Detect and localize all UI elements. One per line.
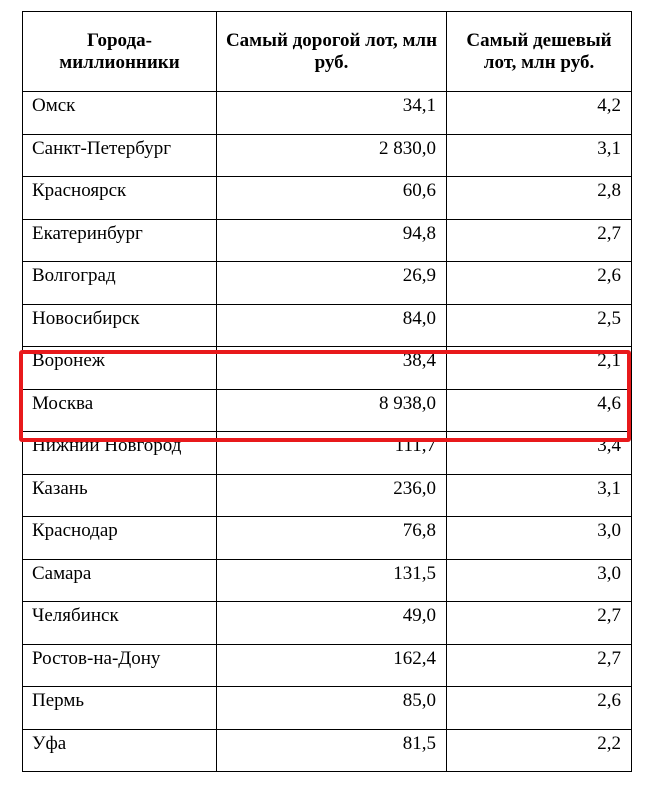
table-row: Нижний Новгород 111,7 3,4 bbox=[22, 431, 632, 475]
city-cell: Екатеринбург bbox=[22, 218, 217, 262]
table-row: Красноярск 60,6 2,8 bbox=[22, 176, 632, 220]
city-cell: Пермь bbox=[22, 686, 217, 730]
min-lot-cell: 2,1 bbox=[446, 346, 632, 390]
table-row: Уфа 81,5 2,2 bbox=[22, 728, 632, 772]
table-row: Москва 8 938,0 4,6 bbox=[22, 388, 632, 432]
max-lot-cell: 94,8 bbox=[216, 218, 447, 262]
table-row: Екатеринбург 94,8 2,7 bbox=[22, 218, 632, 262]
max-lot-cell: 85,0 bbox=[216, 686, 447, 730]
table-row: Казань 236,0 3,1 bbox=[22, 473, 632, 517]
table-row: Самара 131,5 3,0 bbox=[22, 558, 632, 602]
city-cell: Нижний Новгород bbox=[22, 431, 217, 475]
city-cell: Ростов-на-Дону bbox=[22, 643, 217, 687]
min-lot-cell: 2,7 bbox=[446, 218, 632, 262]
city-cell: Казань bbox=[22, 473, 217, 517]
max-lot-cell: 34,1 bbox=[216, 91, 447, 135]
lots-table: Города-миллионники Самый дорогой лот, мл… bbox=[22, 11, 632, 772]
max-lot-cell: 236,0 bbox=[216, 473, 447, 517]
table-row: Пермь 85,0 2,6 bbox=[22, 686, 632, 730]
header-max-lot: Самый дорогой лот, млн руб. bbox=[216, 11, 447, 92]
max-lot-cell: 81,5 bbox=[216, 728, 447, 772]
city-cell: Воронеж bbox=[22, 346, 217, 390]
min-lot-cell: 3,1 bbox=[446, 473, 632, 517]
min-lot-cell: 3,0 bbox=[446, 558, 632, 602]
min-lot-cell: 2,7 bbox=[446, 601, 632, 645]
table-row: Ростов-на-Дону 162,4 2,7 bbox=[22, 643, 632, 687]
city-cell: Уфа bbox=[22, 728, 217, 772]
table-row: Омск 34,1 4,2 bbox=[22, 91, 632, 135]
table-row: Челябинск 49,0 2,7 bbox=[22, 601, 632, 645]
min-lot-cell: 3,4 bbox=[446, 431, 632, 475]
min-lot-cell: 2,6 bbox=[446, 686, 632, 730]
min-lot-cell: 2,6 bbox=[446, 261, 632, 305]
city-cell: Красноярск bbox=[22, 176, 217, 220]
min-lot-cell: 2,7 bbox=[446, 643, 632, 687]
max-lot-cell: 8 938,0 bbox=[216, 388, 447, 432]
city-cell: Омск bbox=[22, 91, 217, 135]
city-cell: Краснодар bbox=[22, 516, 217, 560]
max-lot-cell: 84,0 bbox=[216, 303, 447, 347]
max-lot-cell: 26,9 bbox=[216, 261, 447, 305]
city-cell: Челябинск bbox=[22, 601, 217, 645]
min-lot-cell: 2,2 bbox=[446, 728, 632, 772]
header-min-lot: Самый дешевый лот, млн руб. bbox=[446, 11, 632, 92]
max-lot-cell: 49,0 bbox=[216, 601, 447, 645]
table-row: Воронеж 38,4 2,1 bbox=[22, 346, 632, 390]
min-lot-cell: 2,8 bbox=[446, 176, 632, 220]
min-lot-cell: 4,2 bbox=[446, 91, 632, 135]
min-lot-cell: 3,0 bbox=[446, 516, 632, 560]
max-lot-cell: 131,5 bbox=[216, 558, 447, 602]
max-lot-cell: 162,4 bbox=[216, 643, 447, 687]
city-cell: Волгоград bbox=[22, 261, 217, 305]
max-lot-cell: 60,6 bbox=[216, 176, 447, 220]
max-lot-cell: 76,8 bbox=[216, 516, 447, 560]
city-cell: Самара bbox=[22, 558, 217, 602]
min-lot-cell: 2,5 bbox=[446, 303, 632, 347]
header-row: Города-миллионники Самый дорогой лот, мл… bbox=[22, 11, 632, 92]
max-lot-cell: 111,7 bbox=[216, 431, 447, 475]
header-city: Города-миллионники bbox=[22, 11, 217, 92]
city-cell: Санкт-Петербург bbox=[22, 133, 217, 177]
table-row: Краснодар 76,8 3,0 bbox=[22, 516, 632, 560]
table-row: Новосибирск 84,0 2,5 bbox=[22, 303, 632, 347]
min-lot-cell: 4,6 bbox=[446, 388, 632, 432]
min-lot-cell: 3,1 bbox=[446, 133, 632, 177]
table-row: Волгоград 26,9 2,6 bbox=[22, 261, 632, 305]
city-cell: Новосибирск bbox=[22, 303, 217, 347]
max-lot-cell: 38,4 bbox=[216, 346, 447, 390]
max-lot-cell: 2 830,0 bbox=[216, 133, 447, 177]
table-row: Санкт-Петербург 2 830,0 3,1 bbox=[22, 133, 632, 177]
city-cell: Москва bbox=[22, 388, 217, 432]
